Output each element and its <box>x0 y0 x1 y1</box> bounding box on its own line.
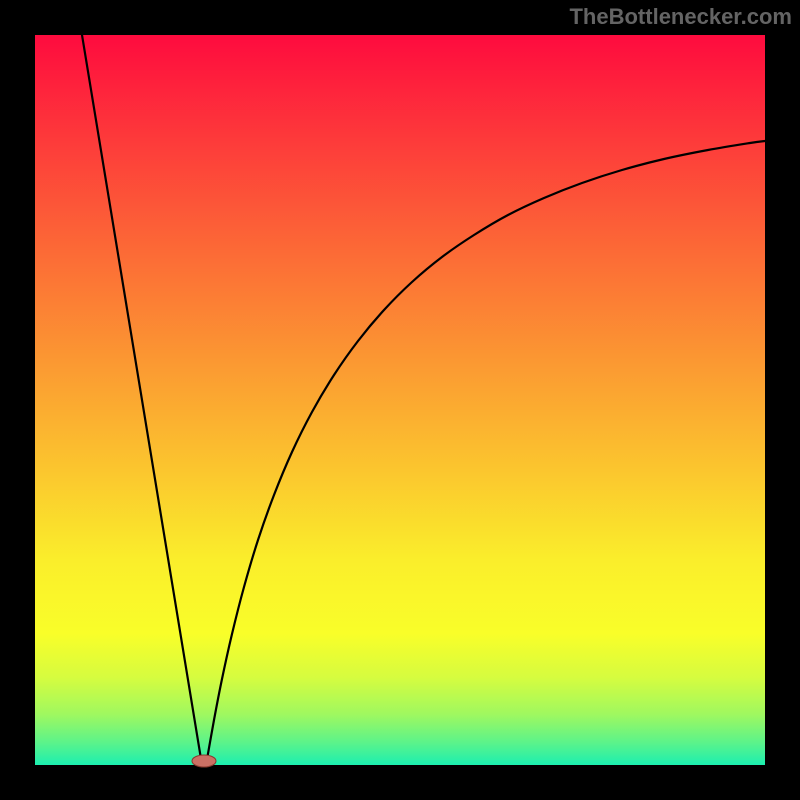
plot-area <box>35 35 765 765</box>
chart-container: { "canvas": { "width": 800, "height": 80… <box>0 0 800 800</box>
optimum-marker <box>190 753 218 769</box>
watermark-text: TheBottlenecker.com <box>569 4 792 30</box>
bottleneck-curve <box>35 35 765 765</box>
